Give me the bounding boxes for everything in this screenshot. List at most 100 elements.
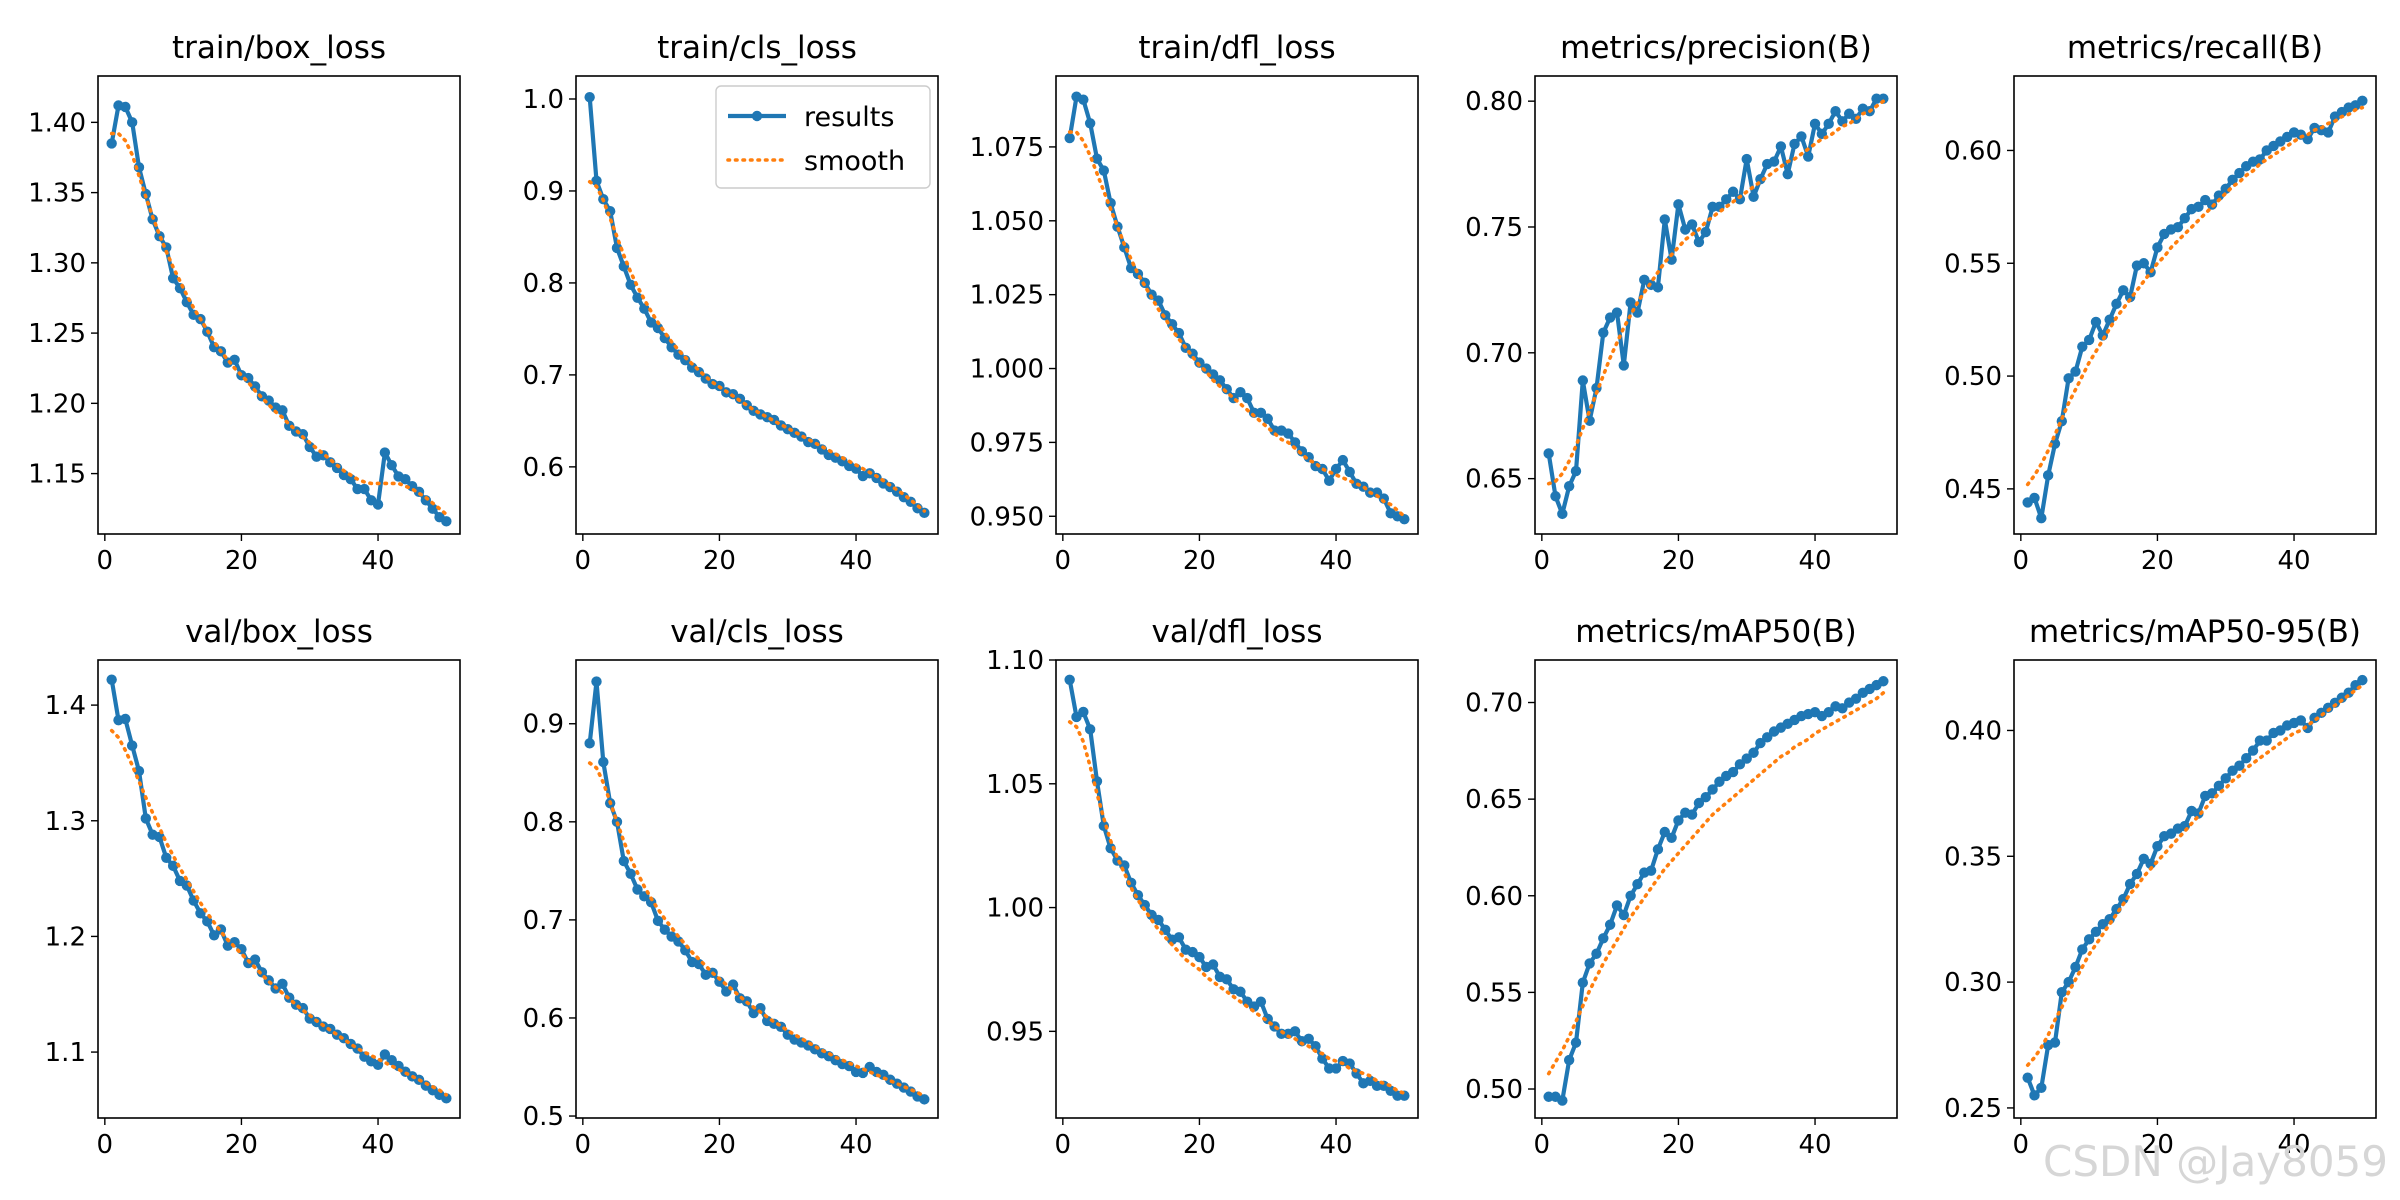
smooth-line: [1067, 720, 1407, 1095]
results-point: [427, 503, 438, 514]
results-point: [297, 429, 309, 440]
results-point: [2357, 95, 2368, 107]
legend-box: [715, 85, 931, 189]
legend-results-label: results: [804, 102, 894, 133]
results-point: [1235, 986, 1246, 997]
results-point: [2063, 373, 2074, 384]
results-point: [2295, 715, 2307, 726]
smooth-line: [109, 131, 449, 517]
results-point: [1221, 974, 1232, 985]
results-point: [598, 756, 609, 768]
results-point: [1768, 156, 1780, 167]
x-tick-label: 40: [1319, 546, 1352, 576]
results-point: [2118, 285, 2129, 296]
results-point: [1399, 514, 1410, 525]
results-point: [639, 303, 650, 314]
y-tick-label: 0.9: [523, 710, 564, 740]
x-tick-label: 0: [575, 1130, 592, 1160]
y-tick-label: 0.75: [1465, 213, 1523, 243]
y-tick-label: 0.7: [523, 361, 564, 391]
results-point: [133, 765, 145, 777]
results-point: [1317, 1053, 1328, 1064]
x-tick-label: 0: [1055, 546, 1072, 576]
results-point: [1611, 900, 1623, 911]
results-point: [714, 976, 725, 987]
results-point: [1645, 865, 1657, 876]
results-point: [379, 1049, 391, 1060]
results-point: [2083, 934, 2095, 945]
results-point: [1755, 737, 1766, 749]
y-tick-label: 1.025: [970, 281, 1044, 311]
results-point: [1098, 165, 1110, 176]
results-point: [2070, 366, 2081, 377]
results-point: [1625, 890, 1636, 901]
results-point: [2111, 298, 2122, 310]
results-point: [167, 860, 179, 872]
y-tick-label: 1.30: [28, 249, 86, 279]
axes-frame: [1534, 75, 1898, 535]
results-point: [2077, 944, 2088, 955]
chart-title: metrics/recall(B): [2067, 30, 2323, 66]
results-point: [2118, 893, 2129, 905]
results-point: [1837, 703, 1848, 714]
y-tick-label: 1.40: [28, 108, 86, 138]
results-point: [2036, 1082, 2047, 1094]
results-point: [1084, 724, 1096, 735]
results-point: [1563, 1054, 1575, 1066]
x-tick-label: 0: [1055, 1130, 1072, 1160]
results-point: [1550, 491, 1561, 502]
axes-frame: [1055, 659, 1419, 1119]
x-tick-label: 40: [361, 1130, 394, 1160]
results-point: [632, 884, 643, 895]
y-tick-label: 1.15: [28, 460, 86, 490]
y-tick-label: 0.7: [523, 906, 564, 936]
results-point: [106, 138, 117, 149]
results-point: [2029, 1090, 2040, 1101]
results-point: [1782, 168, 1793, 180]
results-point: [632, 292, 643, 303]
results-point: [2049, 438, 2061, 449]
x-tick-label: 40: [361, 546, 394, 576]
results-line: [1546, 96, 1884, 517]
axes-frame: [575, 659, 939, 1119]
axes-frame: [2013, 659, 2377, 1119]
results-point: [1598, 933, 1609, 944]
results-point: [441, 516, 452, 527]
legend-smooth-label: smooth: [804, 146, 905, 177]
results-point: [277, 978, 288, 990]
results-point: [1310, 1041, 1321, 1052]
results-point: [1330, 463, 1342, 475]
smooth-line: [2025, 105, 2365, 487]
results-line: [109, 679, 448, 1101]
results-point: [2227, 174, 2238, 185]
results-point: [120, 713, 131, 725]
results-point: [591, 175, 602, 187]
results-point: [2152, 841, 2163, 852]
results-point: [1618, 909, 1629, 921]
x-tick-label: 20: [703, 546, 736, 576]
results-point: [1809, 118, 1821, 130]
results-point: [1789, 138, 1800, 150]
y-tick-label: 0.975: [970, 428, 1044, 458]
results-point: [2049, 1037, 2061, 1048]
x-tick-label: 40: [2277, 1130, 2310, 1160]
results-point: [2193, 201, 2204, 213]
results-point: [1796, 131, 1807, 142]
results-point: [584, 91, 595, 103]
chart-title: metrics/mAP50-95(B): [2029, 614, 2361, 650]
results-point: [1078, 94, 1089, 105]
y-tick-label: 1.075: [970, 133, 1044, 163]
results-point: [2234, 760, 2245, 771]
y-tick-label: 0.60: [1944, 136, 2002, 166]
results-point: [1823, 706, 1834, 718]
results-point: [154, 831, 165, 843]
results-point: [1604, 919, 1616, 930]
results-point: [2138, 258, 2149, 269]
results-point: [2220, 773, 2231, 784]
results-point: [2357, 674, 2368, 686]
results-point: [2070, 961, 2081, 973]
results-point: [1173, 932, 1185, 943]
x-tick-label: 40: [1319, 1130, 1352, 1160]
